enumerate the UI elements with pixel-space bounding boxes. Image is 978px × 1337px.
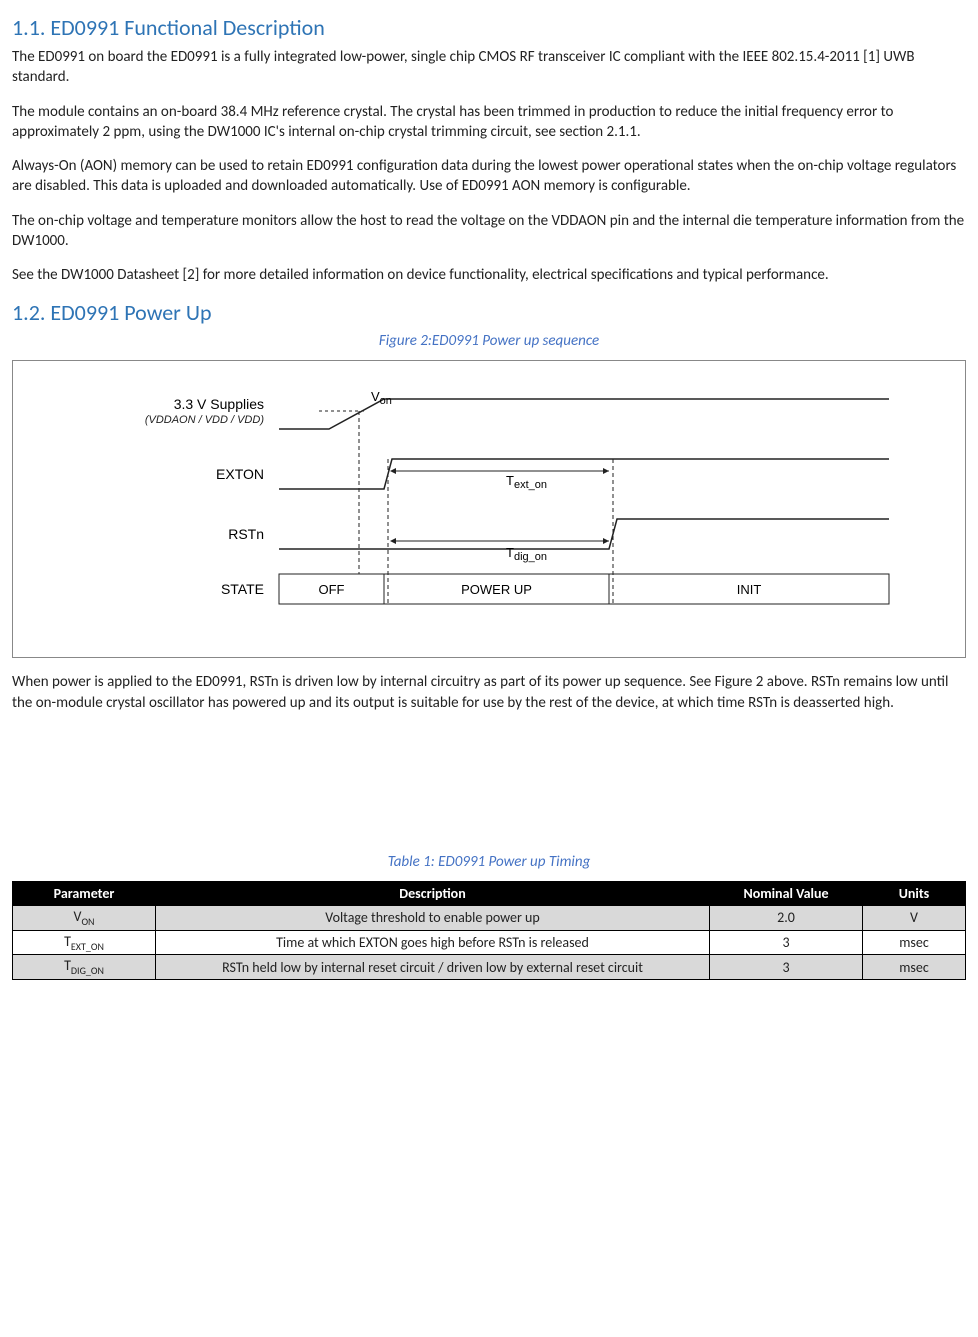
section-heading-1-2: 1.2. ED0991 Power Up [12, 299, 966, 326]
para-3: Always-On (AON) memory can be used to re… [12, 156, 966, 197]
para-1: The ED0991 on board the ED0991 is a full… [12, 47, 966, 88]
cell-units: msec [863, 955, 966, 980]
svg-text:EXTON: EXTON [216, 466, 264, 482]
para-5: See the DW1000 Datasheet [2] for more de… [12, 265, 966, 285]
cell-val: 3 [710, 930, 863, 955]
table-header-row: Parameter Description Nominal Value Unit… [13, 881, 966, 905]
th-description: Description [156, 881, 710, 905]
cell-param: TDIG_ON [13, 955, 156, 980]
section-heading-1-1: 1.1. ED0991 Functional Description [12, 14, 966, 41]
para-4: The on-chip voltage and temperature moni… [12, 211, 966, 252]
cell-desc: RSTn held low by internal reset circuit … [156, 955, 710, 980]
timing-diagram: 3.3 V Supplies (VDDAON / VDD / VDD) EXTON R… [12, 360, 966, 658]
svg-text:OFF: OFF [319, 582, 345, 597]
table-row: TEXT_ONTime at which EXTON goes high bef… [13, 930, 966, 955]
svg-text:INIT: INIT [737, 582, 762, 597]
th-nominal: Nominal Value [710, 881, 863, 905]
svg-text:POWER UP: POWER UP [461, 582, 532, 597]
section-num: 1.1. [12, 14, 45, 41]
svg-text:3.3 V Supplies: 3.3 V Supplies [174, 396, 264, 412]
section-title: ED0991 Power Up [50, 299, 211, 326]
cell-val: 2.0 [710, 905, 863, 930]
table-row: TDIG_ONRSTn held low by internal reset c… [13, 955, 966, 980]
section-num: 1.2. [12, 299, 45, 326]
table-row: VONVoltage threshold to enable power up2… [13, 905, 966, 930]
cell-units: msec [863, 930, 966, 955]
svg-text:STATE: STATE [221, 581, 264, 597]
cell-param: VON [13, 905, 156, 930]
svg-text:(VDDAON / VDD / VDD): (VDDAON / VDD / VDD) [145, 414, 265, 426]
cell-val: 3 [710, 955, 863, 980]
cell-desc: Time at which EXTON goes high before RST… [156, 930, 710, 955]
th-units: Units [863, 881, 966, 905]
timing-svg: 3.3 V Supplies (VDDAON / VDD / VDD) EXTON R… [49, 379, 929, 639]
section-title: ED0991 Functional Description [50, 14, 324, 41]
svg-text:RSTn: RSTn [228, 526, 264, 542]
cell-units: V [863, 905, 966, 930]
cell-param: TEXT_ON [13, 930, 156, 955]
table-caption: Table 1: ED0991 Power up Timing [12, 853, 966, 871]
cell-desc: Voltage threshold to enable power up [156, 905, 710, 930]
th-parameter: Parameter [13, 881, 156, 905]
figure-caption: Figure 2:ED0991 Power up sequence [12, 332, 966, 350]
svg-text:Text_on: Text_on [506, 473, 547, 491]
timing-table: Parameter Description Nominal Value Unit… [12, 881, 966, 980]
para-2: The module contains an on-board 38.4 MHz… [12, 102, 966, 143]
svg-text:Tdig_on: Tdig_on [506, 545, 547, 563]
para-after-figure: When power is applied to the ED0991, RST… [12, 672, 966, 713]
